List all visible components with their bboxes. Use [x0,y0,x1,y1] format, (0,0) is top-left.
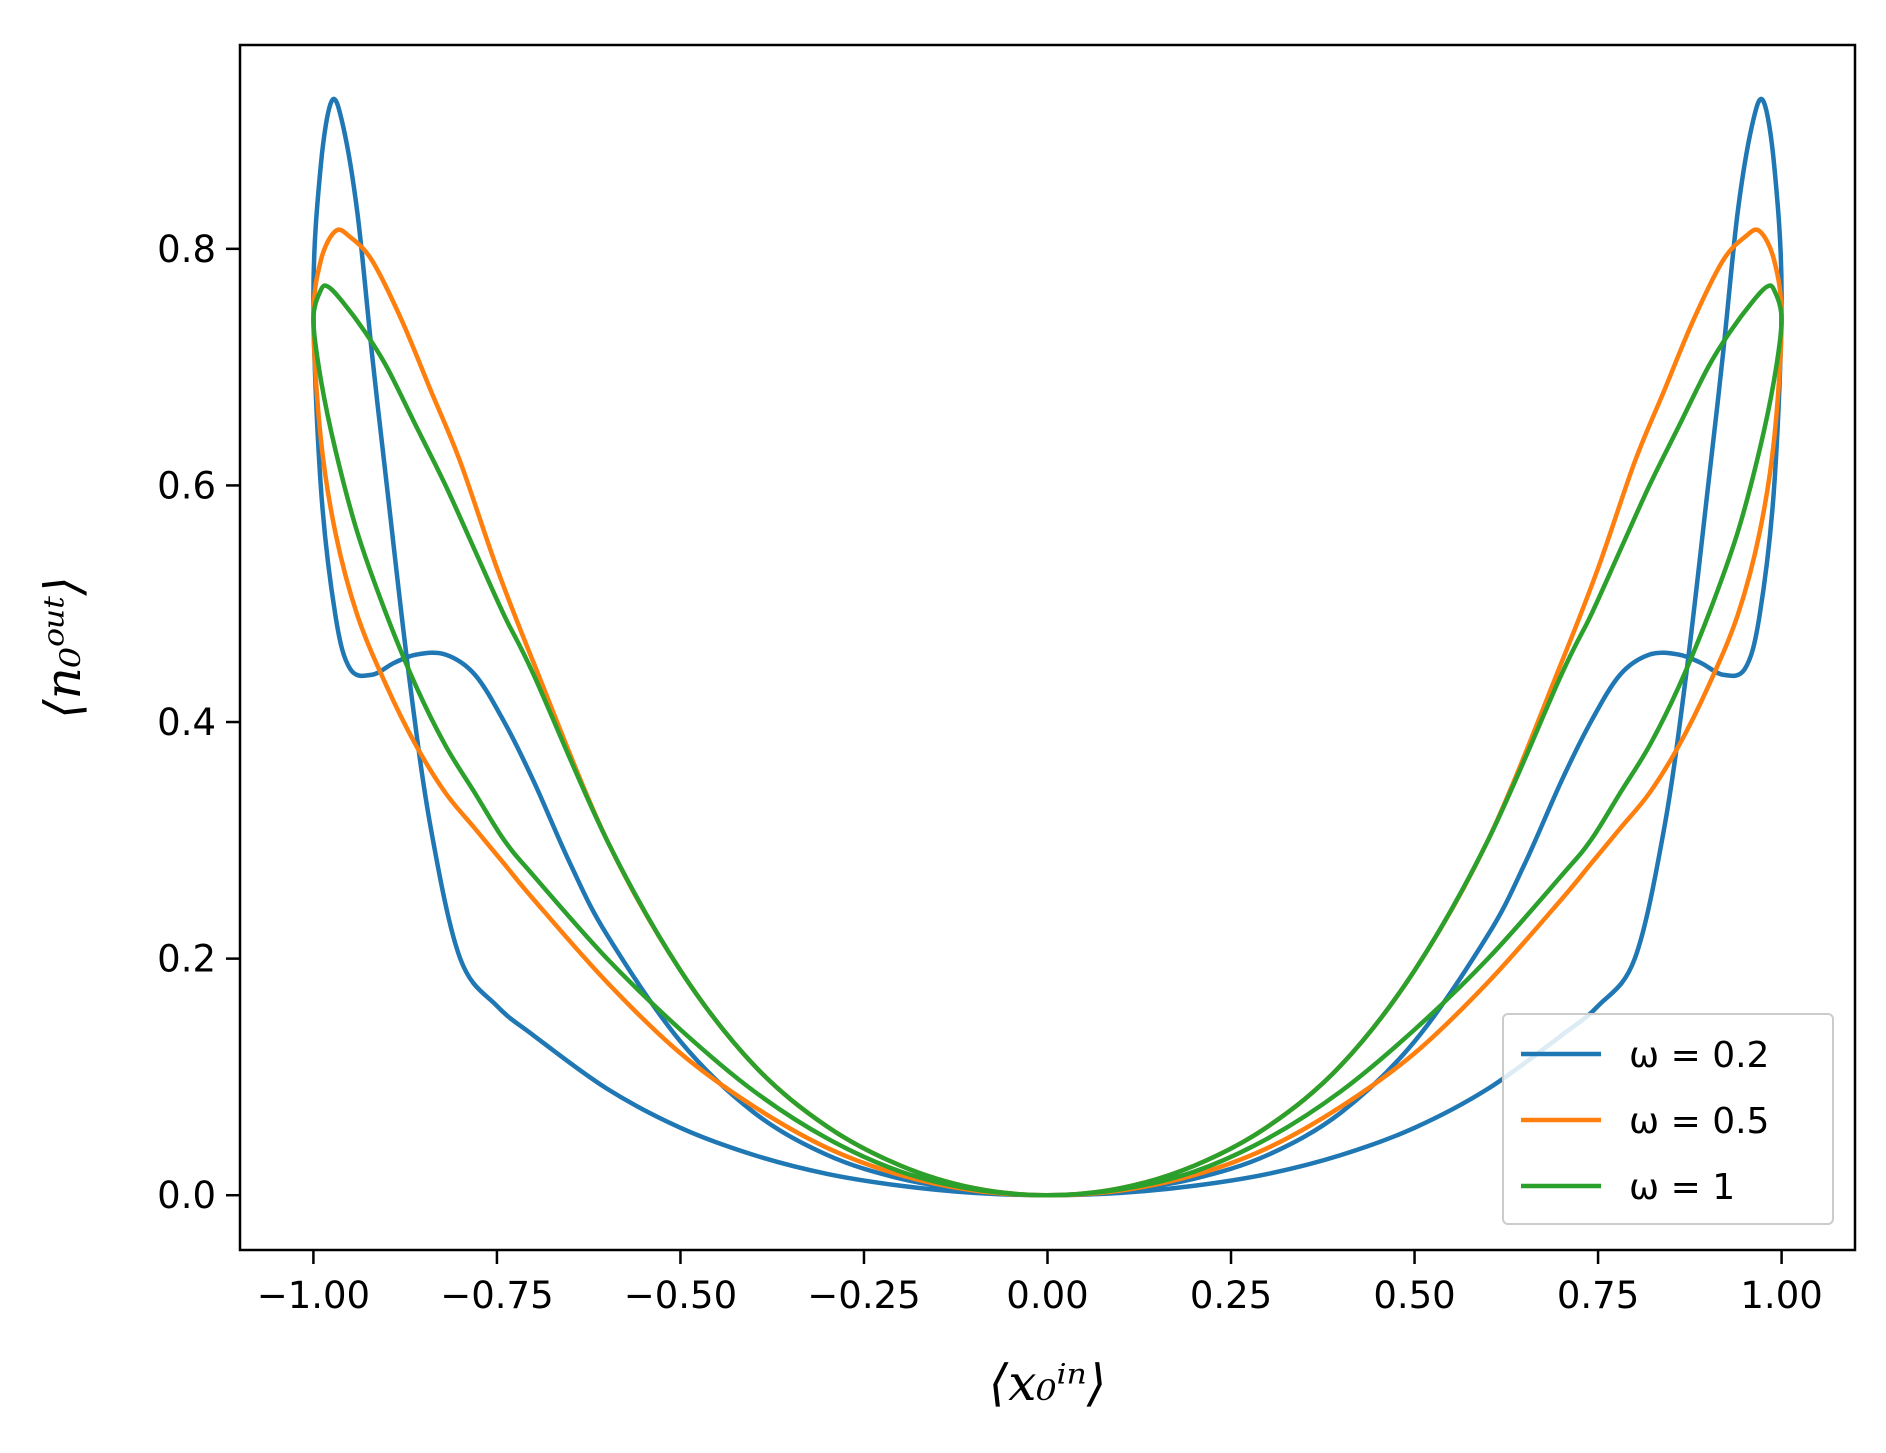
legend-label-omega-0-5: ω = 0.5 [1629,1101,1769,1142]
x-tick-label: −0.25 [807,1274,920,1317]
legend-label-omega-0-2: ω = 0.2 [1629,1035,1769,1076]
x-tick-label: −0.75 [440,1274,553,1317]
series-group [311,96,1784,1198]
x-tick-label: 0.00 [1006,1274,1088,1317]
legend-label-omega-1: ω = 1 [1629,1167,1735,1208]
y-axis-label: ⟨n₀ᵒᵘᵗ⟩ [34,576,92,719]
legend-box [1502,1013,1834,1225]
x-tick-label: 1.00 [1740,1274,1822,1317]
y-tick-label: 0.6 [157,464,216,507]
y-tick-label: 0.8 [157,228,216,271]
legend: ω = 0.2 ω = 0.5 ω = 1 [1502,1013,1834,1225]
series-line-omega-1 [311,283,1784,1198]
x-tick-label: 0.50 [1373,1274,1455,1317]
y-tick-label: 0.4 [157,701,216,744]
y-tick-label: 0.0 [157,1174,216,1217]
y-tick-label: 0.2 [157,938,216,981]
x-axis-label: ⟨x₀ⁱⁿ⟩ [989,1354,1107,1412]
x-tick-label: 0.75 [1557,1274,1639,1317]
x-tick-label: −1.00 [257,1274,370,1317]
x-tick-label: −0.50 [624,1274,737,1317]
y-axis: 0.0 0.2 0.4 0.6 0.8 [157,228,240,1217]
x-tick-label: 0.25 [1190,1274,1272,1317]
x-axis: −1.00 −0.75 −0.50 −0.25 0.00 0.25 0.50 0.75 1.00 [257,1250,1823,1317]
